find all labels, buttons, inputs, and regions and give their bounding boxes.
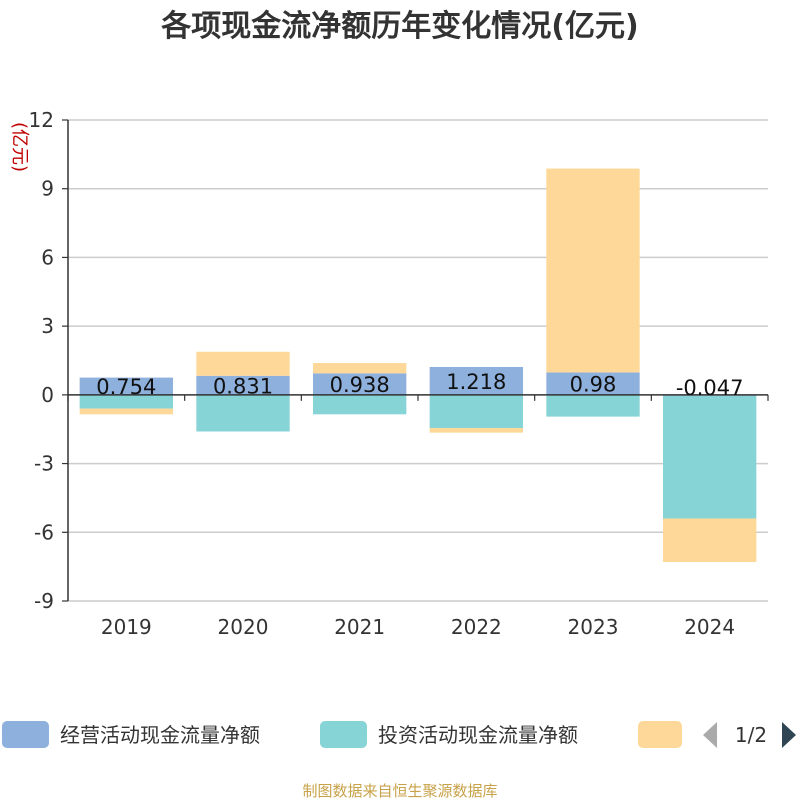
- data-label-2019: 0.754: [96, 375, 156, 399]
- legend-page-indicator: 1/2: [735, 723, 767, 747]
- bar-series2-2019[interactable]: [79, 408, 173, 415]
- bar-series2-2021[interactable]: [313, 363, 407, 374]
- bar-series2-2022[interactable]: [429, 428, 523, 433]
- y-axis-label: (亿元): [9, 122, 30, 172]
- bar-series1-2019[interactable]: [79, 394, 173, 409]
- legend-swatch-investing[interactable]: [320, 721, 367, 748]
- y-tick-label: 0: [41, 383, 54, 407]
- legend-prev-page-icon[interactable]: [703, 722, 717, 748]
- legend: 经营活动现金流量净额 投资活动现金流量净额 1/2: [2, 721, 796, 748]
- data-label-2022: 1.218: [446, 370, 506, 394]
- bar-series0-2020[interactable]: [196, 375, 290, 395]
- bar-series1-2024[interactable]: [663, 395, 757, 519]
- data-label-2021: 0.938: [330, 373, 390, 397]
- legend-label-investing[interactable]: 投资活动现金流量净额: [378, 723, 578, 747]
- x-tick-label-2019: 2019: [101, 615, 152, 639]
- bar-series0-2019[interactable]: [79, 377, 173, 395]
- y-tick-label: -3: [34, 452, 54, 476]
- bar-series2-2024[interactable]: [663, 518, 757, 562]
- bar-series2-2020[interactable]: [196, 351, 290, 376]
- x-tick-label-2023: 2023: [568, 615, 619, 639]
- bar-series1-2023[interactable]: [546, 394, 640, 417]
- x-tick-label-2022: 2022: [451, 615, 502, 639]
- y-tick-label: 6: [41, 245, 54, 269]
- x-tick-label-2021: 2021: [334, 615, 385, 639]
- bar-series1-2021[interactable]: [313, 394, 407, 415]
- y-tick-label: -9: [34, 589, 54, 613]
- legend-label-operating[interactable]: 经营活动现金流量净额: [60, 723, 260, 747]
- data-label-2023: 0.98: [570, 373, 617, 397]
- x-tick-label-2020: 2020: [218, 615, 269, 639]
- bar-series0-2021[interactable]: [313, 373, 407, 395]
- grid: [68, 119, 768, 602]
- y-tick-label: 3: [41, 314, 54, 338]
- bar-series1-2020[interactable]: [196, 394, 290, 432]
- bar-series0-2022[interactable]: [429, 366, 523, 395]
- y-tick-label: 12: [29, 108, 54, 132]
- legend-swatch-operating[interactable]: [2, 721, 49, 748]
- legend-swatch-financing[interactable]: [638, 721, 682, 748]
- axes: 12 9 6 3 0 -3 -6 -9 2019 2020 2021 2022 2023 2024: [29, 108, 769, 639]
- y-tick-label: -6: [34, 520, 54, 544]
- data-label-2020: 0.831: [213, 374, 273, 398]
- data-labels: 0.754 0.831 0.938 1.218 0.98 -0.047: [96, 370, 743, 400]
- bar-series1-2022[interactable]: [429, 394, 523, 429]
- bar-series2-2023[interactable]: [546, 168, 640, 373]
- bars: [79, 168, 757, 562]
- source-note: 制图数据来自恒生聚源数据库: [302, 782, 497, 800]
- y-tick-label: 9: [41, 177, 54, 201]
- bar-series0-2023[interactable]: [546, 372, 640, 395]
- x-tick-label-2024: 2024: [684, 615, 735, 639]
- legend-next-page-icon[interactable]: [782, 722, 796, 748]
- data-label-2024: -0.047: [676, 376, 744, 400]
- chart-title: 各项现金流净额历年变化情况(亿元): [160, 9, 638, 44]
